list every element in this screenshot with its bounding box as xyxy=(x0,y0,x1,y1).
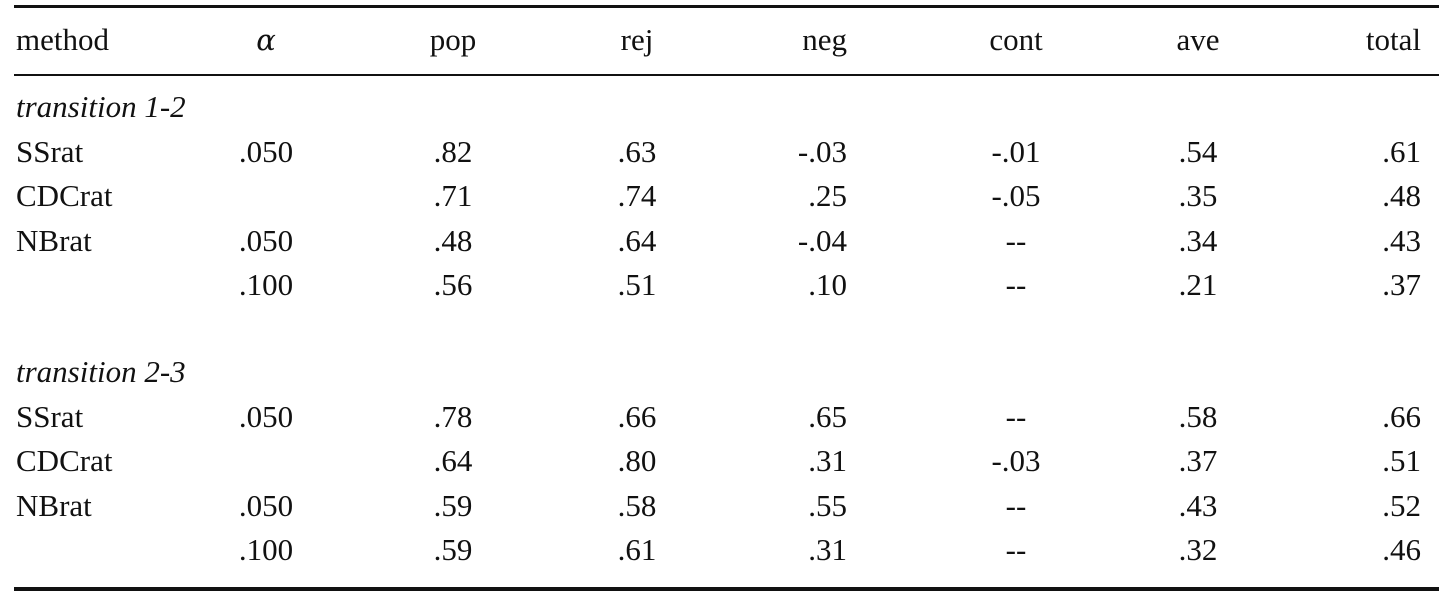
table-cell-ave: .54 xyxy=(1178,134,1218,169)
table-cell-neg: .31 xyxy=(808,532,847,567)
section-title: transition 1-2 xyxy=(16,89,186,124)
table-cell-ave: .21 xyxy=(1178,267,1218,302)
table-cell-ave: .34 xyxy=(1178,223,1218,258)
table-cell-total: .61 xyxy=(1382,134,1421,169)
table-cell-neg: -.03 xyxy=(797,134,847,169)
table-cell-pop: .59 xyxy=(433,532,473,567)
header-rej: rej xyxy=(620,22,654,57)
table-cell-alpha: .050 xyxy=(238,488,294,523)
table-top-rule xyxy=(14,5,1439,8)
table-cell-ave: .43 xyxy=(1178,488,1218,523)
table-cell-pop: .71 xyxy=(433,178,473,213)
table-cell-rej: .74 xyxy=(617,178,657,213)
table-cell-alpha: .050 xyxy=(238,399,294,434)
table-cell-neg: .65 xyxy=(808,399,847,434)
table-cell-method: SSrat xyxy=(16,399,84,434)
table-cell-total: .46 xyxy=(1382,532,1421,567)
table-cell-pop: .78 xyxy=(433,399,473,434)
header-method: method xyxy=(16,22,109,57)
table-cell-rej: .58 xyxy=(617,488,657,523)
table-cell-ave: .58 xyxy=(1178,399,1218,434)
table-cell-ave: .35 xyxy=(1178,178,1218,213)
table-cell-rej: .66 xyxy=(617,399,657,434)
header-cont: cont xyxy=(989,22,1043,57)
header-pop: pop xyxy=(429,22,477,57)
header-neg: neg xyxy=(802,22,847,57)
header-alpha: α xyxy=(256,23,276,57)
table-cell-total: .51 xyxy=(1382,443,1421,478)
table-cell-ave: .37 xyxy=(1178,443,1218,478)
header-ave: ave xyxy=(1176,22,1220,57)
table-cell-neg: .31 xyxy=(808,443,847,478)
table-cell-pop: .48 xyxy=(433,223,473,258)
table-cell-rej: .63 xyxy=(617,134,657,169)
table-cell-alpha: .050 xyxy=(238,134,294,169)
table-cell-cont: -- xyxy=(1005,532,1027,567)
table-cell-neg: .10 xyxy=(808,267,847,302)
table-cell-total: .66 xyxy=(1382,399,1421,434)
table-cell-method: NBrat xyxy=(16,488,92,523)
table-cell-method: NBrat xyxy=(16,223,92,258)
table-cell-cont: -- xyxy=(1005,488,1027,523)
table-cell-rej: .80 xyxy=(617,443,657,478)
table-cell-rej: .51 xyxy=(617,267,657,302)
section-title: transition 2-3 xyxy=(16,354,186,389)
table-cell-total: .43 xyxy=(1382,223,1421,258)
table-cell-alpha: .100 xyxy=(238,267,294,302)
table-cell-method: CDCrat xyxy=(16,443,113,478)
table-cell-alpha: .050 xyxy=(238,223,294,258)
table-cell-ave: .32 xyxy=(1178,532,1218,567)
table-cell-cont: -- xyxy=(1005,267,1027,302)
table-cell-cont: -.05 xyxy=(991,178,1041,213)
table-cell-total: .37 xyxy=(1382,267,1421,302)
header-total: total xyxy=(1365,22,1421,57)
table-cell-neg: .55 xyxy=(808,488,847,523)
table-bottom-rule xyxy=(14,587,1439,591)
table-cell-pop: .82 xyxy=(433,134,473,169)
table-cell-neg: .25 xyxy=(808,178,847,213)
table-cell-method: CDCrat xyxy=(16,178,113,213)
table-cell-pop: .64 xyxy=(433,443,473,478)
header-rule xyxy=(14,74,1439,76)
table-cell-pop: .56 xyxy=(433,267,473,302)
table-cell-rej: .64 xyxy=(617,223,657,258)
table-cell-method: SSrat xyxy=(16,134,84,169)
table-cell-total: .48 xyxy=(1382,178,1421,213)
table-cell-rej: .61 xyxy=(617,532,657,567)
table-cell-alpha: .100 xyxy=(238,532,294,567)
table-cell-total: .52 xyxy=(1382,488,1421,523)
table-cell-cont: -.03 xyxy=(991,443,1041,478)
table-cell-cont: -- xyxy=(1005,399,1027,434)
table-cell-cont: -.01 xyxy=(991,134,1041,169)
table-cell-neg: -.04 xyxy=(797,223,847,258)
table-cell-cont: -- xyxy=(1005,223,1027,258)
table-cell-pop: .59 xyxy=(433,488,473,523)
